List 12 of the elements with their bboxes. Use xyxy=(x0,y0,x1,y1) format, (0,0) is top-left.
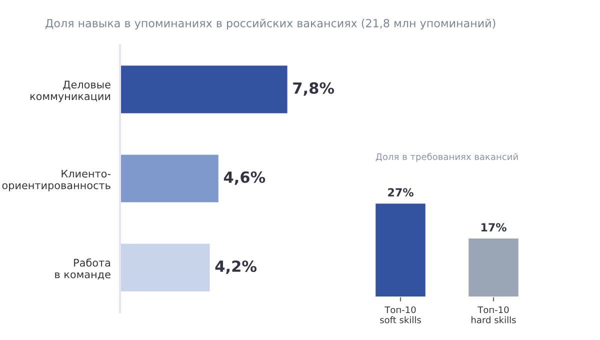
y-tick-label: Деловые коммуникации xyxy=(30,80,110,102)
data-label: 17% xyxy=(481,223,506,232)
chart-title: Доля в требованиях вакансий xyxy=(376,152,518,162)
x-tick-label: Топ-10 soft skills xyxy=(380,306,421,324)
x-tick-label: Топ-10 hard skills xyxy=(472,306,516,324)
data-label: 4,6% xyxy=(224,171,266,185)
data-label: 7,8% xyxy=(293,82,334,96)
data-label: 27% xyxy=(388,188,414,197)
chart-subtitle: Доля навыка в упоминаниях в российских вакансиях (21,8 млн упоминаний) xyxy=(46,18,496,30)
data-label: 4,2% xyxy=(215,260,257,274)
y-tick-label: Клиенто- ориентированность xyxy=(2,170,110,192)
y-tick-label: Работа в команде xyxy=(55,258,110,280)
